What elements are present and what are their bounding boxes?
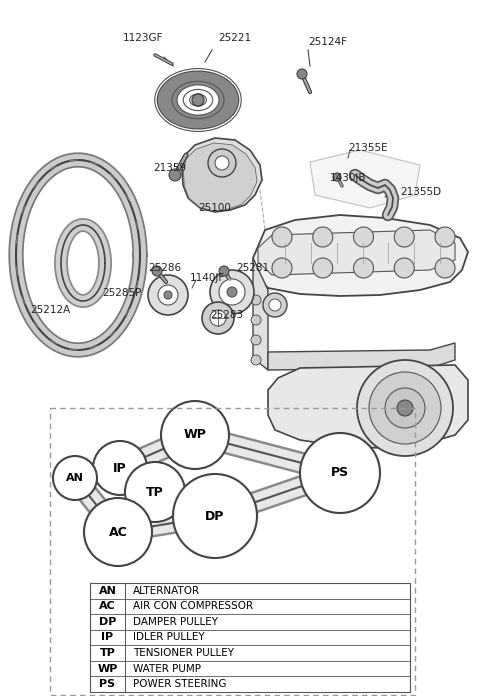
Circle shape xyxy=(161,401,229,469)
Circle shape xyxy=(210,310,226,326)
Text: AN: AN xyxy=(66,473,84,483)
Text: 25124F: 25124F xyxy=(308,37,347,47)
Text: DP: DP xyxy=(99,617,116,627)
Circle shape xyxy=(397,400,413,416)
Circle shape xyxy=(169,169,181,181)
Circle shape xyxy=(84,498,152,566)
Circle shape xyxy=(93,441,147,495)
Text: 21355D: 21355D xyxy=(400,187,441,197)
Text: 25286: 25286 xyxy=(148,263,181,273)
Polygon shape xyxy=(310,150,420,208)
Circle shape xyxy=(313,227,333,247)
Circle shape xyxy=(357,360,453,456)
Text: IP: IP xyxy=(101,633,114,642)
Circle shape xyxy=(272,258,292,278)
Text: 1140JF: 1140JF xyxy=(190,273,225,283)
Text: 21359: 21359 xyxy=(153,163,186,173)
Circle shape xyxy=(152,266,162,276)
Circle shape xyxy=(313,258,333,278)
Circle shape xyxy=(297,69,307,79)
Polygon shape xyxy=(268,343,455,370)
Circle shape xyxy=(333,173,341,181)
Circle shape xyxy=(53,456,97,500)
Text: PS: PS xyxy=(99,679,116,689)
Circle shape xyxy=(369,372,441,444)
Circle shape xyxy=(210,270,254,314)
Polygon shape xyxy=(253,258,268,370)
Circle shape xyxy=(353,258,373,278)
Text: TP: TP xyxy=(146,486,164,498)
Text: AC: AC xyxy=(99,601,116,611)
Text: PS: PS xyxy=(331,466,349,480)
Text: 1430JB: 1430JB xyxy=(330,173,367,183)
Text: 25100: 25100 xyxy=(199,203,231,213)
Text: DP: DP xyxy=(205,509,225,523)
Circle shape xyxy=(251,355,261,365)
Ellipse shape xyxy=(183,89,213,111)
Circle shape xyxy=(219,266,229,276)
Text: AC: AC xyxy=(108,525,127,539)
Text: 21355E: 21355E xyxy=(348,143,388,153)
Circle shape xyxy=(251,315,261,325)
Polygon shape xyxy=(182,138,262,212)
Circle shape xyxy=(208,149,236,177)
Circle shape xyxy=(125,462,185,522)
Circle shape xyxy=(202,302,234,334)
Circle shape xyxy=(251,295,261,305)
Ellipse shape xyxy=(190,94,206,106)
Text: WP: WP xyxy=(97,664,118,674)
Ellipse shape xyxy=(156,70,240,130)
Circle shape xyxy=(272,227,292,247)
Circle shape xyxy=(385,388,425,428)
Polygon shape xyxy=(253,215,468,296)
Text: ALTERNATOR: ALTERNATOR xyxy=(133,586,200,596)
Circle shape xyxy=(227,287,237,297)
Text: DAMPER PULLEY: DAMPER PULLEY xyxy=(133,617,218,627)
Text: TP: TP xyxy=(99,648,115,658)
Circle shape xyxy=(215,156,229,170)
Circle shape xyxy=(300,433,380,513)
Text: 25221: 25221 xyxy=(218,33,251,43)
Circle shape xyxy=(251,335,261,345)
Circle shape xyxy=(435,258,455,278)
Text: WP: WP xyxy=(183,429,206,441)
Circle shape xyxy=(263,293,287,317)
Circle shape xyxy=(164,291,172,299)
Polygon shape xyxy=(258,230,455,275)
Text: WATER PUMP: WATER PUMP xyxy=(133,664,201,674)
Polygon shape xyxy=(268,365,468,448)
Circle shape xyxy=(394,227,414,247)
Circle shape xyxy=(158,285,178,305)
Circle shape xyxy=(394,258,414,278)
Circle shape xyxy=(148,275,188,315)
Text: 25212A: 25212A xyxy=(30,305,70,315)
Text: AN: AN xyxy=(98,586,117,596)
Circle shape xyxy=(219,279,245,305)
Circle shape xyxy=(173,474,257,558)
Text: TENSIONER PULLEY: TENSIONER PULLEY xyxy=(133,648,234,658)
Text: IDLER PULLEY: IDLER PULLEY xyxy=(133,633,204,642)
Text: 25283: 25283 xyxy=(210,310,243,320)
Circle shape xyxy=(192,94,204,106)
Ellipse shape xyxy=(177,85,219,115)
Text: 25285P: 25285P xyxy=(103,288,142,298)
Circle shape xyxy=(435,227,455,247)
Text: AIR CON COMPRESSOR: AIR CON COMPRESSOR xyxy=(133,601,253,611)
Text: POWER STEERING: POWER STEERING xyxy=(133,679,227,689)
Text: 25281: 25281 xyxy=(236,263,269,273)
Circle shape xyxy=(353,227,373,247)
Polygon shape xyxy=(183,143,257,211)
Text: IP: IP xyxy=(113,461,127,475)
Circle shape xyxy=(269,299,281,311)
Text: 1123GF: 1123GF xyxy=(122,33,163,43)
